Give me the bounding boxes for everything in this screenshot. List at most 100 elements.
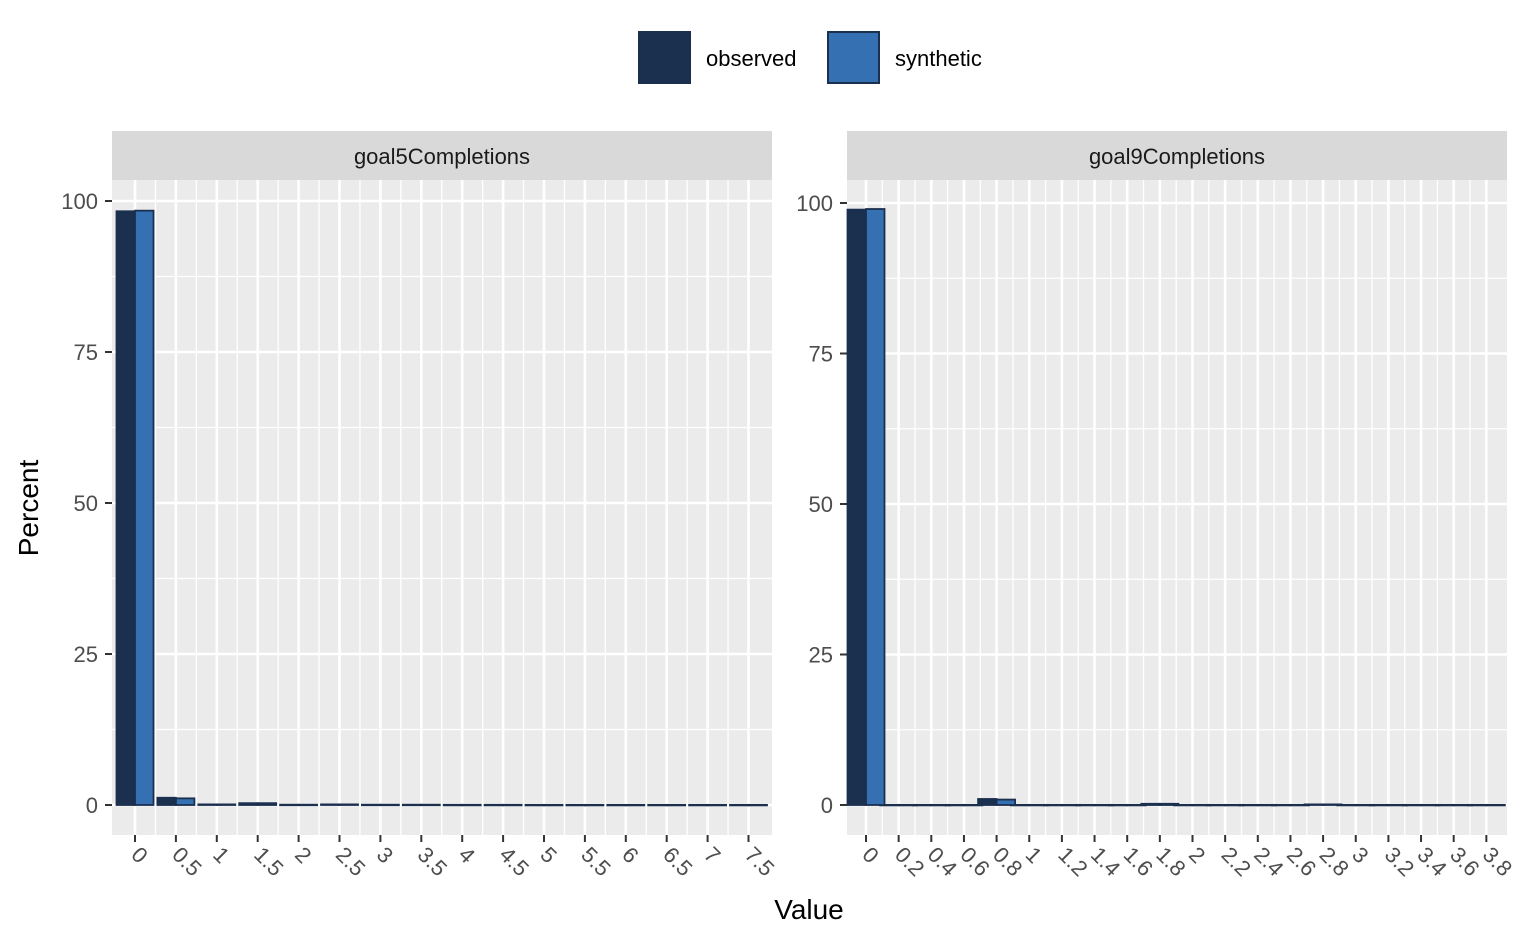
bar-synthetic [1028,803,1049,807]
bar-observed [729,803,750,807]
y-tick-label: 50 [809,492,833,517]
bar-observed [524,803,545,807]
bar-observed [360,803,382,807]
x-tick-label: 2.4 [1249,842,1288,881]
y-tick-label: 25 [74,642,98,667]
x-tick-label: 4.5 [495,842,534,881]
bar-synthetic [338,803,359,806]
x-tick-label: 3.2 [1380,842,1419,881]
y-tick-label: 0 [821,793,833,818]
bar-synthetic [865,208,886,806]
y-tick-label: 100 [796,191,833,216]
bar-synthetic [1420,803,1441,807]
legend-label-synthetic: synthetic [895,46,982,71]
bar-synthetic [1452,803,1474,807]
legend-key-observed [638,31,691,84]
x-tick-label: 2 [290,842,316,868]
bar-synthetic [1387,803,1408,807]
x-tick-label: 2.5 [331,842,370,881]
x-tick-label: 5.5 [576,842,615,881]
bar-synthetic [1224,803,1245,807]
x-tick-label: 6.5 [658,842,697,881]
y-tick-label: 0 [86,793,98,818]
x-tick-label: 7.5 [740,842,779,881]
bar-synthetic [502,803,523,807]
legend: observed synthetic [638,31,982,84]
bar-synthetic [624,803,646,807]
y-tick-label: 50 [74,491,98,516]
bar-observed [442,803,464,807]
bar-synthetic [420,803,441,807]
x-tick-label: 1 [208,842,234,868]
y-tick-label: 100 [61,189,98,214]
bar-synthetic [1061,803,1082,807]
bar-observed [320,803,341,806]
x-tick-label: 2.6 [1282,842,1321,881]
x-tick-label: 0 [126,842,152,868]
x-tick-label: 2.8 [1315,842,1354,881]
bar-synthetic [747,803,768,807]
bar-synthetic [1485,803,1506,807]
y-tick-label: 25 [809,643,833,668]
x-tick-label: 3.4 [1413,842,1452,881]
x-tick-label: 3.6 [1445,842,1484,881]
bar-synthetic [1322,803,1343,806]
bar-synthetic [706,803,727,807]
bar-synthetic [1256,803,1278,807]
plot-background [847,180,1507,835]
bar-observed [565,803,586,807]
x-tick-label: 1.5 [249,842,288,881]
panel-title: goal9Completions [1089,144,1265,169]
y-tick-label: 75 [74,340,98,365]
bar-synthetic [1289,803,1310,807]
bar-observed [279,803,300,807]
bar-synthetic [1158,802,1180,806]
panel-goal9: goal9Completions 0 25 50 75 100 0 0.20.40.60.8 1… [796,131,1517,881]
x-tick-label: 6 [617,842,643,868]
x-tick-label: 0 [857,842,883,868]
x-tick-label: 7 [699,842,725,868]
y-axis-title: Percent [13,460,44,557]
x-tick-label: 0.2 [890,842,929,881]
panel-title: goal5Completions [354,144,530,169]
x-tick-label: 5 [535,842,561,868]
bar-observed [483,803,505,807]
bar-observed [846,208,867,806]
x-tick-label: 2.2 [1217,842,1256,881]
x-tick-label: 0.4 [923,842,962,881]
x-tick-label: 3.5 [413,842,452,881]
bar-observed [156,796,177,806]
bar-synthetic [1093,803,1114,807]
bar-synthetic [215,803,237,806]
x-tick-label: 0.8 [988,842,1027,881]
bar-observed [647,803,668,807]
bar-observed [401,803,423,807]
bar-observed [115,210,136,806]
legend-key-synthetic [827,31,880,84]
bar-synthetic [297,803,319,807]
x-tick-label: 1.8 [1151,842,1190,881]
bar-synthetic [174,797,196,806]
x-tick-label: 3 [372,842,398,868]
x-tick-label: 0.6 [955,842,994,881]
bar-synthetic [1191,803,1212,807]
bar-observed [606,803,627,807]
bar-synthetic [665,803,687,807]
bar-synthetic [1126,803,1147,807]
bar-synthetic [995,798,1016,806]
panel-strip [112,131,772,180]
bar-synthetic [461,803,482,807]
x-tick-label: 0.5 [167,842,206,881]
bar-synthetic [543,803,564,807]
bar-synthetic [379,803,400,807]
bar-synthetic [930,803,951,807]
bar-synthetic [963,803,984,807]
bar-observed [688,803,709,807]
x-tick-label: 4 [454,842,480,868]
x-tick-label: 1.2 [1053,842,1092,881]
x-tick-label: 1.4 [1086,842,1125,881]
y-tick-label: 75 [809,342,833,367]
